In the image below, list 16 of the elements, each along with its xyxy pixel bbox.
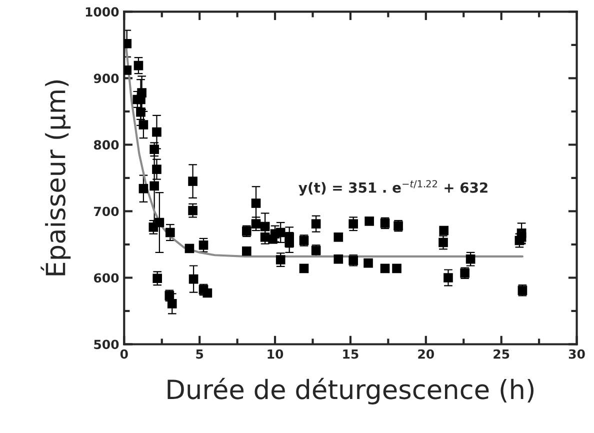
x-tick-label: 15 <box>343 349 358 359</box>
x-tick-label: 20 <box>418 349 434 359</box>
y-tick-label: 900 <box>94 74 119 84</box>
x-axis-title: Durée de déturgescence (h) <box>168 378 534 404</box>
x-tick-label: 25 <box>494 349 510 359</box>
y-tick-label: 1000 <box>86 7 119 17</box>
y-tick-label: 600 <box>94 273 119 283</box>
x-tick-label: 30 <box>568 349 585 359</box>
y-tick-label: 500 <box>94 340 119 350</box>
y-axis-title: Épaisseur (µm) <box>40 80 71 276</box>
y-tick-label: 700 <box>94 206 119 216</box>
x-tick-label: 0 <box>120 349 128 359</box>
annotation: y(t) = 351 . e$^{−t/1.22}$ + 632 <box>298 180 488 196</box>
x-tick-label: 5 <box>196 349 204 359</box>
x-tick-label: 10 <box>268 349 284 359</box>
y-tick-label: 800 <box>94 140 119 150</box>
